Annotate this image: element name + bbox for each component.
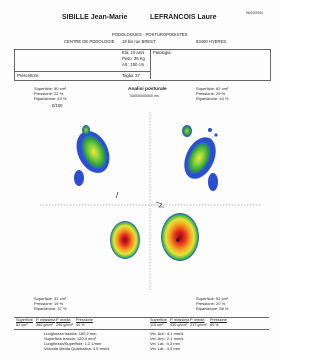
table-cell: 206 g/cm² (56, 323, 76, 328)
table-cell: 360 g/cm² (36, 323, 56, 328)
sway-trace (156, 202, 164, 207)
stat-line: Velocità Media Quadratica: 4,5 mm/s (44, 346, 109, 351)
rule (14, 329, 269, 330)
toe-pressure (208, 128, 212, 132)
heel-pressure (161, 213, 199, 261)
table-cell: 82 cm² (16, 323, 36, 328)
midfoot-outline (208, 173, 218, 191)
center-of-pressure (176, 238, 179, 241)
toe-pressure (182, 125, 192, 137)
table-cell: 430 g/cm² (170, 323, 190, 328)
table-cell: 60 % (210, 323, 230, 328)
toe-pressure (214, 133, 217, 136)
table-cell: 40 % (76, 323, 96, 328)
table-cell: 217 g/cm² (190, 323, 210, 328)
report-page: SIBILLE Jean-Marie LEFRANCOIS Laure 06/1… (0, 0, 282, 360)
stat-line: Ripartizione: 37 % (34, 306, 66, 311)
midfoot-outline (74, 170, 84, 186)
stat-line: Vel. Lat.: 4,3 mm (150, 346, 183, 351)
toe-pressure (82, 125, 90, 135)
heel-pressure (110, 221, 140, 259)
table-cell: 115 cm² (150, 323, 170, 328)
marker (116, 192, 118, 198)
stat-line: Ripartizione: 56 % (196, 306, 228, 311)
